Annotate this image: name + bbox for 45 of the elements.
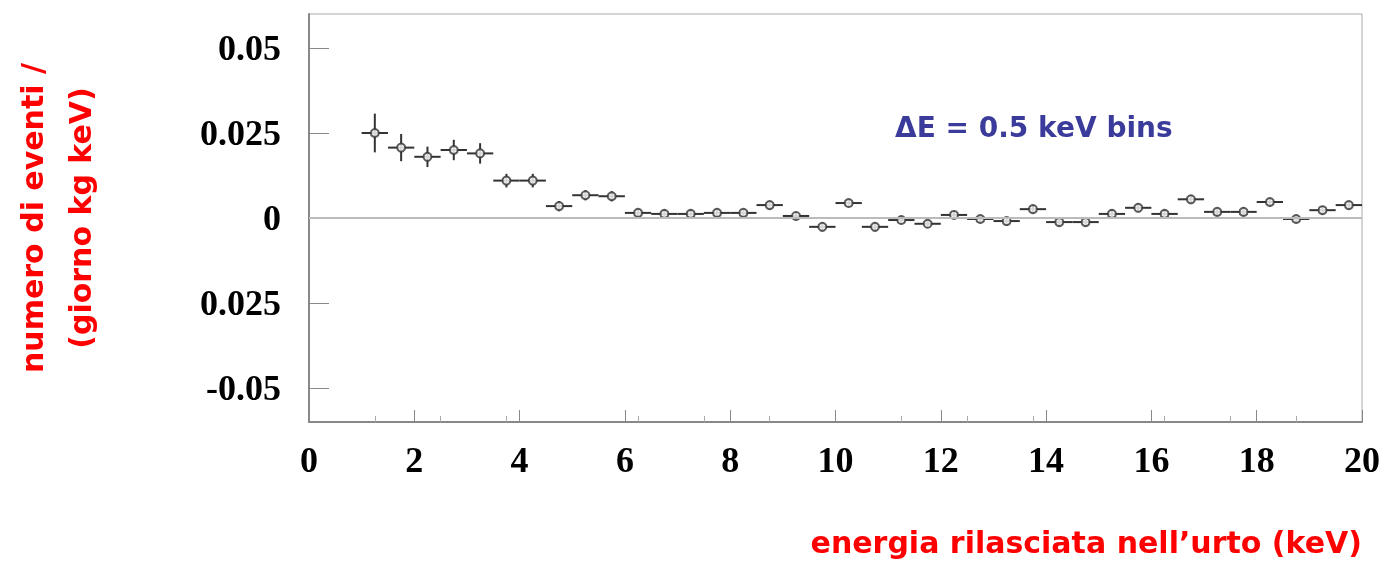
x-tick-label: 0 (300, 440, 318, 480)
x-tick-label: 16 (1133, 440, 1170, 480)
point (922, 218, 933, 229)
point (396, 142, 407, 153)
x-axis-title: energia rilasciata nell’urto (keV) (810, 524, 1362, 560)
annotation: ΔE = 0.5 keV bins (895, 110, 1173, 144)
x-tick-label: 2 (405, 440, 424, 480)
y-tick-label: 0.05 (218, 28, 281, 68)
point (501, 175, 512, 186)
y-tick-label: 0 (263, 198, 281, 238)
y-axis-title: numero di eventi / (giorno kg keV) (14, 62, 98, 374)
y-tick-label: 0.025 (200, 113, 281, 153)
x-tick-label: 6 (615, 440, 634, 480)
point (448, 145, 459, 155)
point (817, 221, 828, 232)
point (580, 190, 591, 201)
point (527, 175, 538, 186)
point (1133, 202, 1144, 213)
point (1027, 204, 1038, 215)
point (1185, 194, 1196, 205)
point (764, 200, 775, 211)
x-tick-label: 14 (1028, 440, 1065, 480)
x-tick-label: 10 (817, 440, 854, 480)
point (870, 221, 880, 232)
point (633, 207, 644, 218)
point (712, 207, 723, 218)
point (606, 191, 617, 202)
point (843, 198, 854, 209)
y-tick-label: 0.025 (200, 283, 281, 323)
point (554, 201, 565, 212)
point (1238, 206, 1249, 217)
point (738, 207, 749, 218)
point (1317, 205, 1328, 216)
x-tick-label: 12 (922, 440, 959, 480)
y-tick-label: -0.05 (206, 368, 281, 408)
x-tick-label: 18 (1238, 440, 1275, 480)
x-tick-label: 20 (1344, 440, 1380, 480)
x-tick-label: 4 (510, 440, 529, 480)
point (1264, 197, 1275, 208)
point (369, 128, 380, 138)
point (475, 148, 486, 159)
point (1343, 200, 1354, 211)
point (1212, 206, 1223, 217)
x-tick-label: 8 (721, 440, 740, 480)
point (422, 151, 433, 162)
